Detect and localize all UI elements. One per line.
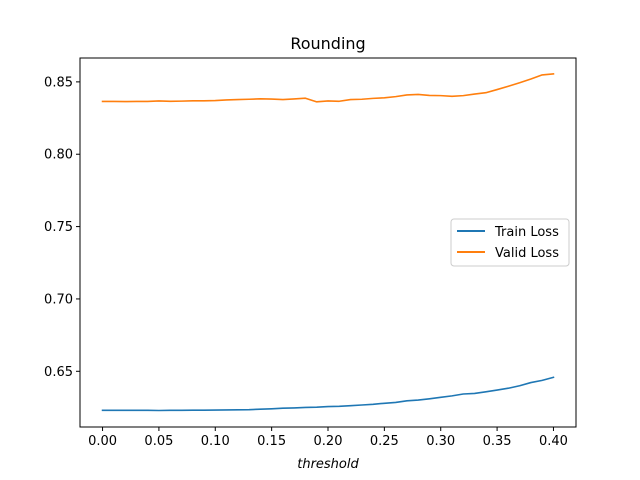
- x-tick-label: 0.25: [370, 434, 399, 449]
- legend-label-valid-loss: Valid Loss: [495, 246, 559, 261]
- x-axis-label: threshold: [297, 457, 359, 472]
- chart-title: Rounding: [290, 34, 365, 53]
- x-tick-label: 0.35: [483, 434, 512, 449]
- legend-label-train-loss: Train Loss: [494, 225, 559, 240]
- x-tick-label: 0.30: [426, 434, 455, 449]
- series-line-train-loss: [101, 376, 555, 412]
- x-tick-label: 0.40: [539, 434, 568, 449]
- plot-lines: [101, 73, 555, 412]
- y-tick-label: 0.85: [44, 75, 73, 90]
- x-tick-label: 0.10: [201, 434, 230, 449]
- x-tick-label: 0.20: [314, 434, 343, 449]
- x-tick-label: 0.00: [88, 434, 117, 449]
- x-tick-label: 0.15: [257, 434, 286, 449]
- legend: Train Loss Valid Loss: [450, 218, 570, 267]
- y-tick-label: 0.75: [44, 220, 73, 235]
- y-tick-label: 0.70: [44, 292, 73, 307]
- y-tick-label: 0.80: [44, 148, 73, 163]
- y-axis: 0.65 0.70 0.75 0.80 0.85: [44, 75, 80, 380]
- x-tick-label: 0.05: [144, 434, 173, 449]
- series-line-valid-loss: [101, 73, 555, 103]
- x-axis: 0.00 0.05 0.10 0.15 0.20 0.25 0.30 0.35 0.40: [88, 427, 568, 449]
- y-tick-label: 0.65: [44, 365, 73, 380]
